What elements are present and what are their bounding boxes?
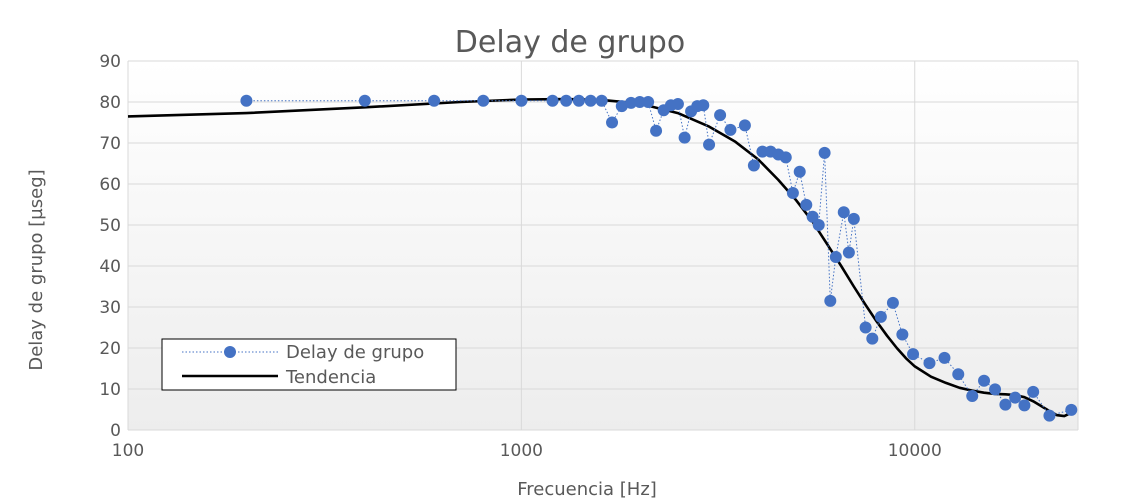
- y-tick-label: 50: [99, 216, 121, 236]
- data-point: [572, 94, 585, 107]
- trend-line: [127, 97, 1072, 418]
- data-point: [806, 210, 819, 223]
- data-point: [560, 94, 573, 107]
- data-point: [1027, 385, 1040, 398]
- data-point: [625, 96, 638, 109]
- data-point: [923, 357, 936, 370]
- data-point: [642, 96, 655, 108]
- trend-series: [127, 97, 1072, 418]
- data-point: [866, 332, 879, 345]
- scatter-series: [240, 94, 1078, 422]
- data-point: [989, 383, 1002, 396]
- data-point: [886, 296, 899, 309]
- data-point: [793, 165, 806, 178]
- data-point: [842, 246, 855, 259]
- y-tick-label: 10: [99, 380, 121, 400]
- data-point: [938, 351, 951, 364]
- data-point: [896, 328, 909, 341]
- data-point: [952, 368, 965, 381]
- y-tick-label: 80: [99, 93, 121, 113]
- data-point: [738, 119, 751, 132]
- data-point: [747, 159, 760, 172]
- y-tick-label: 70: [99, 134, 121, 154]
- tick-labels: 0 10 20 30 40 50 60 70 80 90 100 1000 10000: [99, 52, 941, 461]
- y-tick-label: 60: [99, 175, 121, 195]
- data-point: [678, 131, 691, 144]
- data-point: [671, 98, 684, 111]
- data-point: [650, 124, 663, 137]
- data-point: [1009, 391, 1022, 404]
- data-point: [697, 99, 710, 112]
- data-point: [477, 94, 490, 107]
- y-tick-label: 30: [99, 298, 121, 318]
- x-axis-label: Frecuencia [Hz]: [517, 479, 657, 500]
- x-tick-label: 1000: [500, 441, 543, 461]
- data-point: [837, 206, 850, 219]
- data-point: [907, 348, 920, 361]
- data-point: [779, 151, 792, 164]
- y-tick-label: 90: [99, 52, 121, 72]
- data-point: [829, 250, 842, 263]
- data-point: [724, 123, 737, 136]
- x-tick-label: 10000: [888, 441, 942, 461]
- data-point: [615, 100, 628, 113]
- data-point: [703, 138, 716, 151]
- legend: Delay de grupo Tendencia: [161, 338, 457, 391]
- data-point: [1043, 409, 1056, 422]
- data-point: [606, 116, 619, 129]
- data-point: [978, 374, 991, 387]
- data-point: [546, 94, 559, 107]
- data-point: [584, 94, 597, 107]
- data-point: [714, 109, 727, 122]
- data-point: [1065, 403, 1078, 416]
- legend-label-scatter: Delay de grupo: [286, 342, 424, 363]
- data-point: [812, 219, 825, 231]
- legend-label-trend: Tendencia: [285, 367, 376, 388]
- data-point: [358, 94, 371, 107]
- data-point: [800, 198, 813, 211]
- data-point: [847, 212, 860, 225]
- data-point: [818, 146, 831, 159]
- data-point: [999, 398, 1012, 411]
- y-tick-label: 40: [99, 257, 121, 277]
- data-point: [595, 94, 608, 107]
- data-point: [859, 321, 872, 334]
- data-point: [633, 96, 646, 108]
- data-point: [966, 389, 979, 402]
- data-point: [824, 294, 837, 307]
- legend-box: [161, 338, 457, 391]
- data-point: [874, 310, 887, 323]
- data-point: [428, 94, 441, 107]
- legend-scatter-marker: [224, 346, 236, 358]
- data-point: [1018, 399, 1031, 412]
- y-tick-label: 0: [110, 421, 121, 441]
- x-tick-label: 100: [112, 441, 144, 461]
- y-axis-label: Delay de grupo [µseg]: [26, 169, 47, 370]
- data-point: [515, 94, 528, 107]
- chart-title: Delay de grupo: [455, 25, 685, 60]
- data-point: [786, 187, 799, 200]
- data-point: [240, 94, 253, 107]
- y-tick-label: 20: [99, 339, 121, 359]
